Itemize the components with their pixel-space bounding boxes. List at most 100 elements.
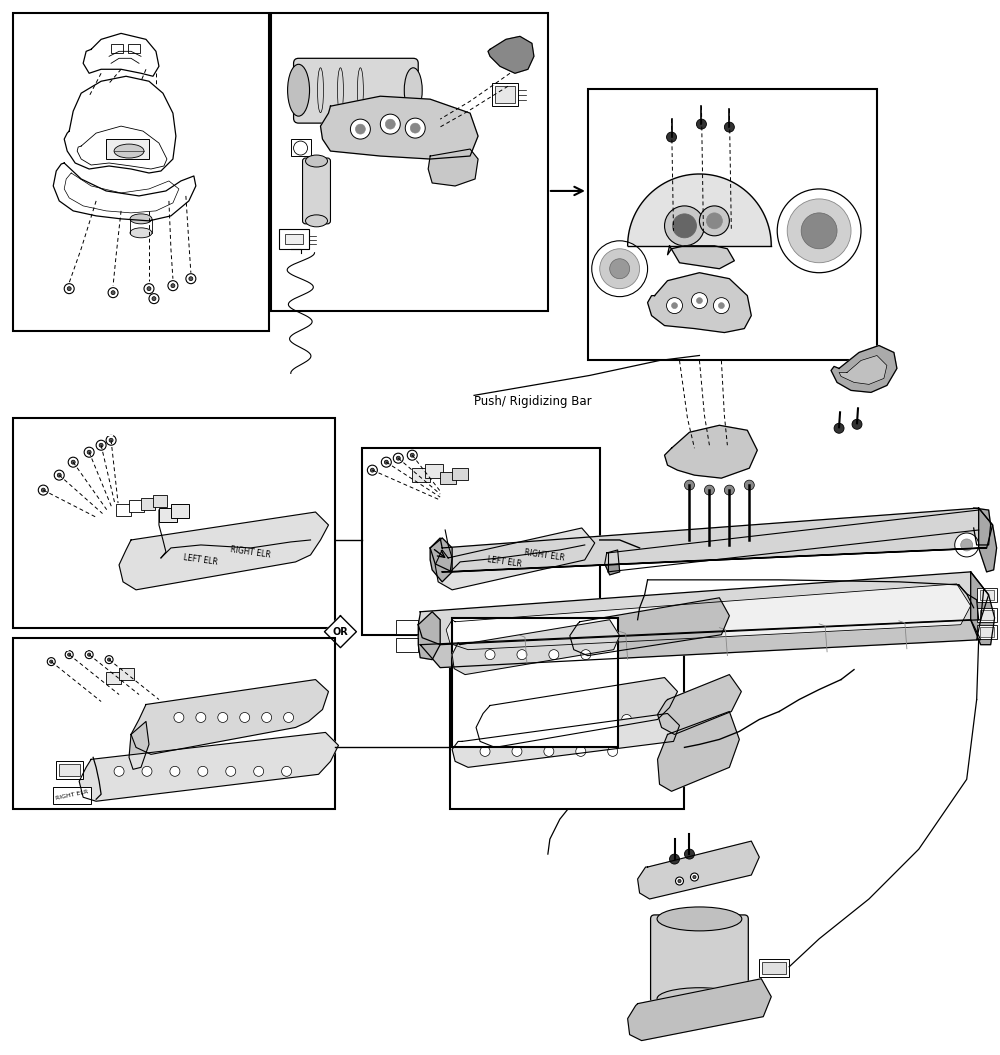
Circle shape bbox=[410, 454, 414, 457]
Circle shape bbox=[254, 766, 264, 776]
Bar bbox=[452, 618, 618, 747]
Polygon shape bbox=[668, 246, 734, 269]
Text: LEFT ELR: LEFT ELR bbox=[183, 553, 219, 567]
Polygon shape bbox=[79, 732, 338, 801]
Bar bbox=[116, 504, 131, 516]
Circle shape bbox=[106, 436, 116, 445]
Circle shape bbox=[608, 746, 618, 756]
Polygon shape bbox=[452, 619, 620, 674]
Circle shape bbox=[670, 855, 680, 864]
Bar bbox=[159, 509, 177, 522]
Circle shape bbox=[186, 273, 196, 284]
Bar bbox=[980, 610, 994, 619]
Text: ARTICULATING FOOT PLATFORM: ARTICULATING FOOT PLATFORM bbox=[52, 642, 252, 653]
Polygon shape bbox=[428, 149, 478, 186]
Bar bbox=[440, 473, 456, 484]
Bar bbox=[977, 588, 997, 601]
Circle shape bbox=[226, 766, 236, 776]
Bar bbox=[492, 83, 518, 107]
Circle shape bbox=[367, 465, 377, 475]
Circle shape bbox=[955, 533, 979, 557]
Circle shape bbox=[380, 114, 400, 134]
Circle shape bbox=[396, 456, 400, 460]
Circle shape bbox=[706, 213, 722, 229]
Circle shape bbox=[405, 118, 425, 138]
Polygon shape bbox=[418, 572, 989, 645]
Circle shape bbox=[471, 651, 479, 658]
Bar bbox=[285, 234, 303, 244]
Bar bbox=[111, 44, 123, 54]
Circle shape bbox=[777, 189, 861, 272]
Circle shape bbox=[704, 485, 714, 495]
Circle shape bbox=[724, 122, 734, 132]
Circle shape bbox=[592, 241, 648, 296]
Circle shape bbox=[665, 206, 704, 246]
Circle shape bbox=[385, 119, 395, 129]
FancyBboxPatch shape bbox=[303, 158, 330, 224]
Circle shape bbox=[473, 653, 477, 656]
Circle shape bbox=[684, 849, 694, 859]
Circle shape bbox=[109, 438, 113, 442]
Bar bbox=[128, 44, 140, 54]
Circle shape bbox=[99, 443, 103, 447]
Circle shape bbox=[696, 298, 702, 304]
Polygon shape bbox=[628, 979, 771, 1040]
Circle shape bbox=[852, 419, 862, 429]
Bar bbox=[450, 652, 684, 809]
Polygon shape bbox=[605, 550, 620, 575]
Circle shape bbox=[38, 485, 48, 495]
Circle shape bbox=[485, 650, 495, 659]
Polygon shape bbox=[979, 509, 997, 572]
Bar bbox=[977, 608, 997, 621]
Polygon shape bbox=[658, 711, 739, 791]
Bar bbox=[452, 468, 468, 480]
Circle shape bbox=[801, 213, 837, 249]
Bar bbox=[153, 495, 167, 507]
Circle shape bbox=[147, 287, 151, 291]
Bar bbox=[13, 418, 201, 440]
Circle shape bbox=[576, 746, 586, 756]
Polygon shape bbox=[452, 713, 680, 767]
Circle shape bbox=[84, 447, 94, 457]
Circle shape bbox=[381, 457, 391, 467]
Text: RIGHT ELR: RIGHT ELR bbox=[524, 548, 566, 562]
Circle shape bbox=[384, 460, 388, 464]
Bar bbox=[412, 468, 430, 482]
Bar bbox=[588, 90, 877, 361]
Circle shape bbox=[198, 766, 208, 776]
Circle shape bbox=[218, 712, 228, 723]
Text: RIGHT ELR: RIGHT ELR bbox=[55, 789, 89, 801]
Polygon shape bbox=[971, 572, 995, 645]
Polygon shape bbox=[648, 272, 751, 332]
Circle shape bbox=[355, 124, 365, 134]
Circle shape bbox=[510, 714, 520, 725]
Circle shape bbox=[581, 650, 591, 659]
Circle shape bbox=[724, 485, 734, 495]
Circle shape bbox=[114, 766, 124, 776]
Bar bbox=[13, 14, 269, 330]
Polygon shape bbox=[658, 674, 741, 734]
Circle shape bbox=[47, 657, 55, 666]
Circle shape bbox=[87, 450, 91, 455]
Circle shape bbox=[144, 284, 154, 293]
Circle shape bbox=[96, 440, 106, 450]
Polygon shape bbox=[446, 583, 971, 650]
Circle shape bbox=[673, 214, 696, 237]
Circle shape bbox=[690, 874, 698, 881]
Circle shape bbox=[171, 284, 175, 288]
Bar bbox=[13, 637, 291, 657]
Circle shape bbox=[282, 766, 292, 776]
Circle shape bbox=[393, 454, 403, 463]
Bar bbox=[425, 464, 443, 478]
Text: OR: OR bbox=[333, 627, 348, 637]
Ellipse shape bbox=[114, 145, 144, 158]
Circle shape bbox=[68, 653, 71, 656]
Polygon shape bbox=[570, 598, 729, 655]
Circle shape bbox=[111, 291, 115, 294]
Circle shape bbox=[149, 293, 159, 304]
Circle shape bbox=[170, 766, 180, 776]
Ellipse shape bbox=[657, 987, 742, 1010]
Polygon shape bbox=[488, 36, 534, 73]
Circle shape bbox=[85, 651, 93, 658]
Ellipse shape bbox=[130, 214, 152, 224]
